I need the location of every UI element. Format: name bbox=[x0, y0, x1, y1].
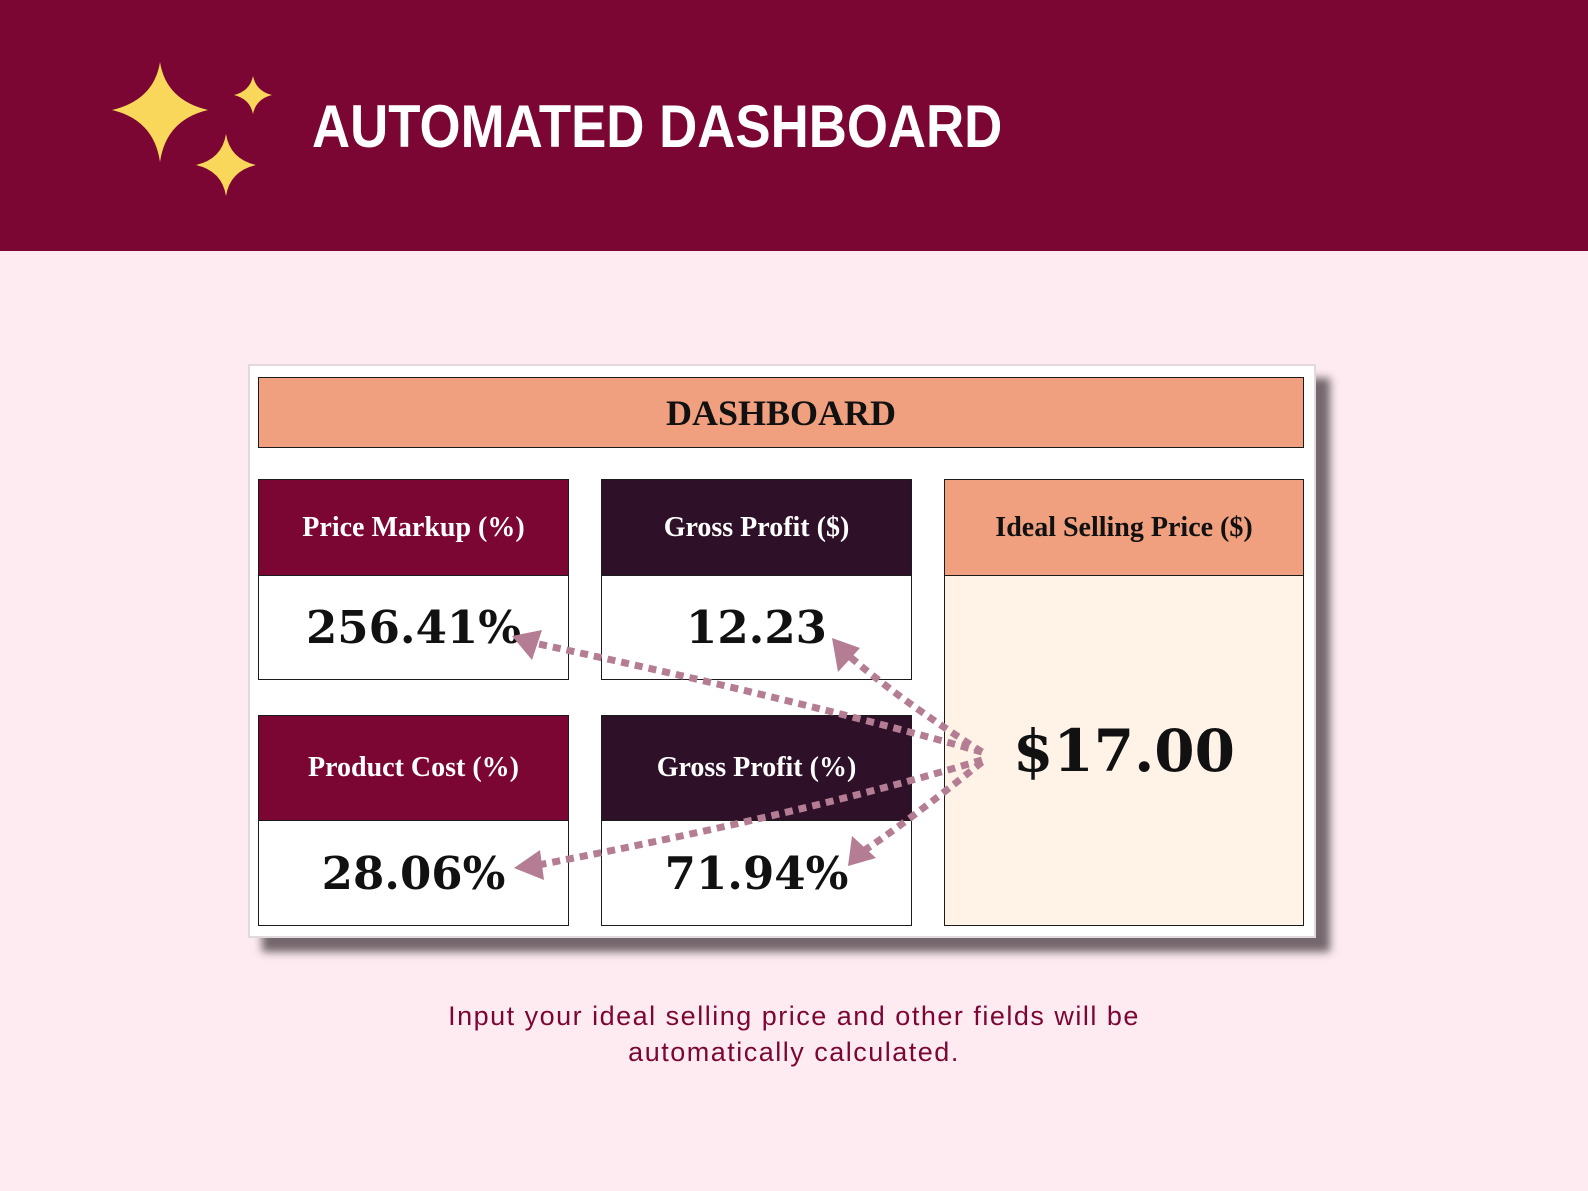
gross-profit-percent-tile: Gross Profit (%) 71.94% bbox=[601, 715, 912, 926]
price-markup-label: Price Markup (%) bbox=[258, 479, 569, 576]
gross-profit-percent-value: 71.94% bbox=[601, 821, 912, 926]
header-banner: AUTOMATED DASHBOARD bbox=[0, 0, 1588, 251]
price-markup-tile: Price Markup (%) 256.41% bbox=[258, 479, 569, 680]
ideal-price-input[interactable]: $17.00 bbox=[944, 576, 1304, 926]
instruction-line-2: automatically calculated. bbox=[628, 1037, 960, 1067]
price-markup-value: 256.41% bbox=[258, 576, 569, 680]
ideal-price-label: Ideal Selling Price ($) bbox=[944, 479, 1304, 576]
ideal-price-tile: Ideal Selling Price ($) $17.00 bbox=[944, 479, 1304, 926]
gross-profit-percent-label: Gross Profit (%) bbox=[601, 715, 912, 821]
product-cost-tile: Product Cost (%) 28.06% bbox=[258, 715, 569, 926]
product-cost-label: Product Cost (%) bbox=[258, 715, 569, 821]
gross-profit-dollar-label: Gross Profit ($) bbox=[601, 479, 912, 576]
gross-profit-dollar-value: 12.23 bbox=[601, 576, 912, 680]
instruction-text: Input your ideal selling price and other… bbox=[394, 998, 1194, 1070]
gross-profit-dollar-tile: Gross Profit ($) 12.23 bbox=[601, 479, 912, 680]
dashboard-title: DASHBOARD bbox=[258, 377, 1304, 448]
page-title: AUTOMATED DASHBOARD bbox=[312, 93, 1003, 160]
sparkles-icon bbox=[112, 62, 272, 196]
instruction-line-1: Input your ideal selling price and other… bbox=[448, 1001, 1140, 1031]
product-cost-value: 28.06% bbox=[258, 821, 569, 926]
